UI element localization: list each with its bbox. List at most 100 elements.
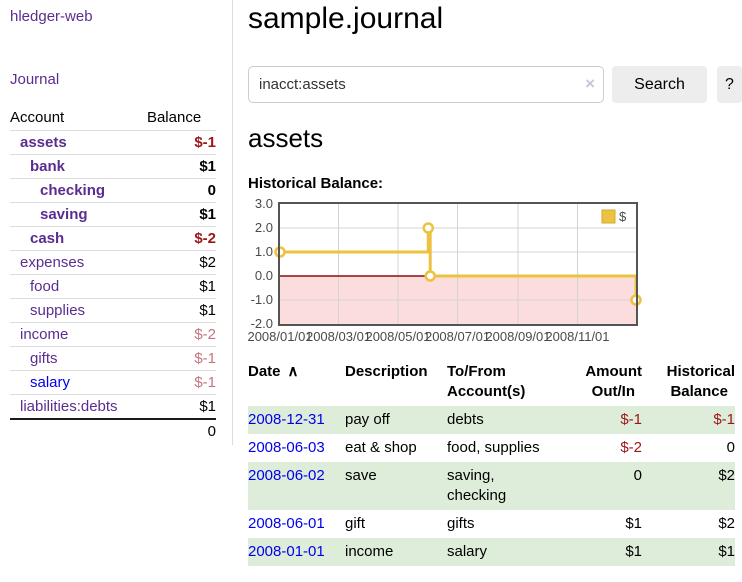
account-balance: $-1 <box>146 346 216 371</box>
svg-text:0.0: 0.0 <box>255 268 273 283</box>
account-row: supplies $1 <box>10 298 216 323</box>
account-link[interactable]: income <box>20 326 69 343</box>
svg-text:2008/07/01: 2008/07/01 <box>425 329 490 344</box>
account-balance: $1 <box>146 274 216 299</box>
transaction-date-link[interactable]: 2008-06-03 <box>248 439 325 456</box>
transaction-date-link[interactable]: 2008-06-01 <box>248 515 325 532</box>
account-cell: income <box>10 322 147 347</box>
svg-text:1.0: 1.0 <box>255 244 273 259</box>
account-cell: checking <box>10 178 147 203</box>
account-row: liabilities:debts $1 <box>10 394 216 419</box>
transaction-description: save <box>345 467 377 484</box>
transaction-amount: 0 <box>633 467 642 484</box>
account-link[interactable]: assets <box>20 134 67 151</box>
search-button[interactable]: Search <box>612 66 707 103</box>
transaction-amount: $1 <box>625 543 642 560</box>
sort-asc-icon: ∧ <box>287 363 299 380</box>
transaction-row: 2008-06-03 eat & shop food, supplies $-2… <box>248 434 735 462</box>
account-link[interactable]: saving <box>40 206 88 223</box>
register-column-header: Amount Out/In <box>557 362 642 406</box>
account-link[interactable]: gifts <box>30 350 58 367</box>
account-row: checking 0 <box>10 178 216 203</box>
account-balance: 0 <box>146 178 216 203</box>
account-cell: gifts <box>10 346 147 371</box>
svg-text:2008/11/01: 2008/11/01 <box>545 329 609 344</box>
transaction-balance: $2 <box>718 515 735 532</box>
search-form: × Search ? <box>248 66 742 103</box>
svg-text:2.0: 2.0 <box>255 220 273 235</box>
accounts-table: Account Balance assets $-1 bank $1 check… <box>10 105 216 443</box>
transaction-description: pay off <box>345 411 390 428</box>
register-column-header: To/From Account(s) <box>447 362 557 406</box>
help-button[interactable]: ? <box>717 66 742 103</box>
account-row: assets $-1 <box>10 130 216 155</box>
main-content: sample.journal × Search ? assets Histori… <box>233 0 742 566</box>
account-row: saving $1 <box>10 202 216 227</box>
account-link[interactable]: food <box>30 278 60 295</box>
register-column-header: Historical Balance <box>642 362 735 406</box>
register-column-label: Amount Out/In <box>585 363 642 400</box>
transaction-date-link[interactable]: 2008-01-01 <box>248 543 325 560</box>
svg-text:2008/01/01: 2008/01/01 <box>247 329 312 344</box>
transaction-accounts: gifts <box>447 515 475 532</box>
account-balance: $-1 <box>146 130 216 155</box>
account-balance: $2 <box>146 250 216 275</box>
svg-text:-2.0: -2.0 <box>251 316 273 331</box>
transaction-accounts: food, supplies <box>447 439 540 456</box>
svg-text:2008/05/01: 2008/05/01 <box>365 329 430 344</box>
accounts-total-spacer <box>10 418 147 443</box>
account-link[interactable]: checking <box>40 182 106 199</box>
transaction-row: 2008-06-01 gift gifts $1 $2 <box>248 510 735 538</box>
account-balance: $-1 <box>146 370 216 395</box>
transaction-accounts: debts <box>447 411 484 428</box>
account-cell: salary <box>10 370 147 395</box>
register-column-label: Description <box>345 363 428 380</box>
account-link[interactable]: salary <box>30 374 71 391</box>
search-input-wrap: × <box>248 66 604 103</box>
account-link[interactable]: liabilities:debts <box>20 398 118 415</box>
chart-title: Historical Balance: <box>248 175 384 192</box>
account-balance: $-2 <box>146 226 216 251</box>
sidebar: hledger-web Journal Account Balance asse… <box>0 0 233 445</box>
account-balance: $-2 <box>146 322 216 347</box>
clear-search-icon[interactable]: × <box>585 74 595 93</box>
transaction-date-cell: 2008-06-01 <box>248 510 345 538</box>
account-cell: expenses <box>10 250 147 275</box>
account-link[interactable]: expenses <box>20 254 85 271</box>
account-cell: assets <box>10 130 147 155</box>
register-header-row: Date ∧ Description To/From Account(s) Amo… <box>248 362 735 406</box>
page-title: sample.journal <box>248 2 444 35</box>
account-cell: supplies <box>10 298 147 323</box>
transaction-balance: $1 <box>718 543 735 560</box>
account-cell: cash <box>10 226 147 251</box>
transaction-accounts: saving, checking <box>447 467 507 504</box>
register-column-header: Date ∧ <box>248 362 345 406</box>
account-link[interactable]: supplies <box>30 302 86 319</box>
transaction-date-cell: 2008-12-31 <box>248 406 345 434</box>
brand-link[interactable]: hledger-web <box>10 8 93 25</box>
svg-text:-1.0: -1.0 <box>251 292 273 307</box>
transaction-date-link[interactable]: 2008-06-02 <box>248 467 325 484</box>
register-column-label: Date <box>248 363 281 380</box>
transaction-date-link[interactable]: 2008-12-31 <box>248 411 325 428</box>
register-column-label: Historical Balance <box>666 363 735 400</box>
transaction-date-cell: 2008-01-01 <box>248 538 345 566</box>
transaction-date-cell: 2008-06-02 <box>248 462 345 510</box>
account-link[interactable]: bank <box>30 158 66 175</box>
transaction-description: eat & shop <box>345 439 417 456</box>
account-cell: food <box>10 274 147 299</box>
account-link[interactable]: cash <box>30 230 65 247</box>
account-cell: saving <box>10 202 147 227</box>
account-row: cash $-2 <box>10 226 216 251</box>
transaction-balance: $-1 <box>713 411 735 428</box>
transaction-amount: $-1 <box>620 411 642 428</box>
transaction-accounts: salary <box>447 543 488 560</box>
transaction-amount: $1 <box>625 515 642 532</box>
transaction-date-cell: 2008-06-03 <box>248 434 345 462</box>
transaction-balance: $2 <box>718 467 735 484</box>
search-input[interactable] <box>248 66 604 103</box>
historical-balance-chart: $3.0 2.0 1.0 0.0 -1.0 -2.0 2008/01/01 2008/03/0… <box>247 196 742 350</box>
svg-text:2008/09/01: 2008/09/01 <box>485 329 550 344</box>
accounts-total-value: 0 <box>146 418 216 443</box>
journal-link[interactable]: Journal <box>10 71 60 88</box>
